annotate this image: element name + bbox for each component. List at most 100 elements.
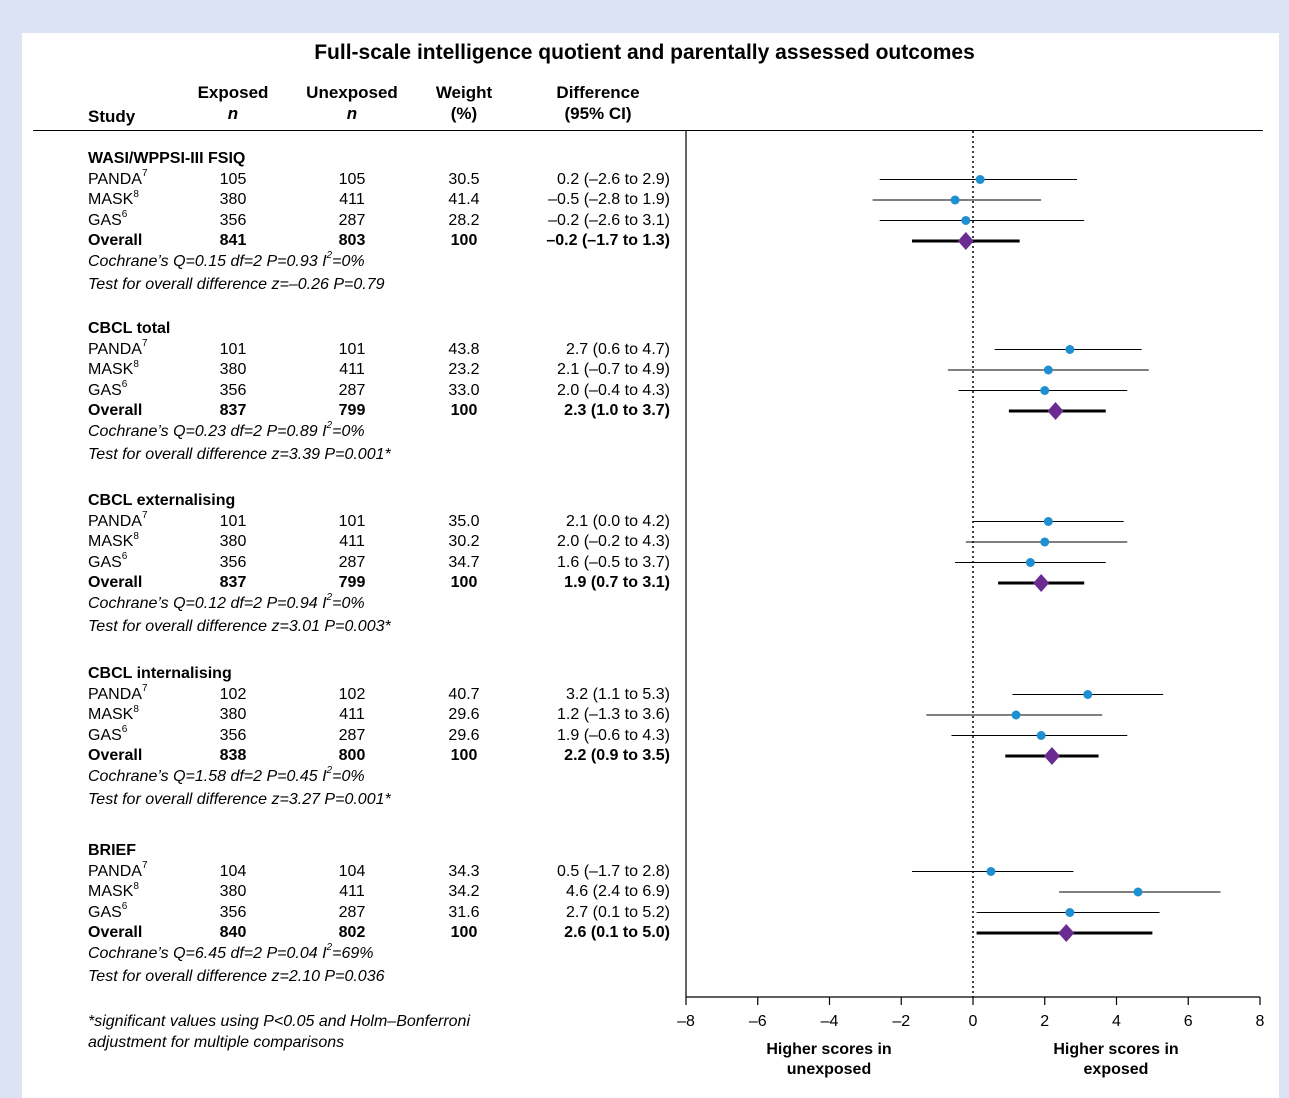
weight-value: 100	[450, 574, 478, 591]
heterogeneity-text: Cochrane’s Q=6.45 df=2 P=0.04 I2=69%	[88, 943, 374, 964]
study-point	[961, 216, 971, 225]
section-heading: CBCL total	[88, 320, 171, 337]
difference-ci: 2.1 (0.0 to 4.2)	[565, 512, 670, 530]
study-point	[1025, 558, 1035, 567]
header-study: Study	[88, 107, 136, 126]
unexposed-n: 800	[338, 747, 366, 764]
heterogeneity-stats: Cochrane’s Q=0.23 df=2 P=0.89 I	[88, 422, 327, 440]
i-squared-superscript: 2	[326, 592, 333, 604]
figure-panel	[22, 33, 1279, 1098]
overall-test-text: Test for overall difference z=2.10 P=0.0…	[88, 968, 385, 985]
study-name: MASK8	[88, 704, 139, 725]
header-weight: Weight (%)	[435, 83, 493, 123]
overall-label: Overall	[88, 747, 143, 764]
exposed-n: 356	[219, 381, 247, 399]
difference-ci: 2.6 (0.1 to 5.0)	[564, 924, 670, 941]
x-tick-label: 2	[1040, 1013, 1049, 1030]
difference-ci: 2.2 (0.9 to 3.5)	[564, 747, 670, 764]
study-point	[1043, 365, 1053, 375]
reference-number: 8	[133, 530, 139, 542]
weight-value: 100	[450, 232, 478, 249]
difference-ci: 2.3 (1.0 to 3.7)	[564, 402, 670, 419]
weight-value: 30.2	[448, 533, 480, 550]
study-point	[1036, 731, 1046, 740]
overall-diamond	[1047, 402, 1064, 420]
unexposed-n: 411	[339, 191, 365, 208]
difference-ci: 0.2 (–2.6 to 2.9)	[557, 170, 670, 188]
overall-label: Overall	[88, 402, 143, 419]
weight-value: 34.7	[448, 553, 480, 571]
exposed-n: 380	[219, 706, 247, 723]
x-tick-label: –8	[677, 1013, 695, 1030]
reference-number: 6	[121, 379, 128, 391]
x-tick-label: 4	[1112, 1013, 1121, 1030]
i-squared-value: =69%	[332, 944, 374, 962]
weight-value: 100	[450, 402, 478, 419]
study-label: GAS	[88, 903, 122, 921]
i-squared-value: =0%	[332, 252, 365, 270]
overall-test-text: Test for overall difference z=3.39 P=0.0…	[88, 446, 391, 463]
reference-number: 6	[121, 724, 128, 736]
unexposed-n: 287	[338, 381, 366, 399]
x-tick-label: 0	[969, 1013, 978, 1030]
exposed-n: 104	[219, 862, 247, 880]
weight-value: 40.7	[448, 685, 480, 703]
unexposed-n: 799	[338, 402, 366, 419]
difference-ci: 0.5 (–1.7 to 2.8)	[557, 862, 670, 880]
x-tick-label: –6	[749, 1013, 767, 1030]
exposed-n: 356	[219, 211, 247, 229]
weight-value: 31.6	[448, 903, 480, 921]
study-label: MASK	[88, 361, 134, 378]
i-squared-superscript: 2	[326, 250, 333, 262]
study-label: PANDA	[88, 862, 142, 880]
chart-title: Full-scale intelligence quotient and par…	[314, 41, 975, 64]
study-point	[986, 867, 996, 876]
weight-value: 100	[450, 747, 478, 764]
study-point	[1011, 710, 1021, 720]
exposed-n: 356	[219, 726, 247, 744]
header-rule	[33, 130, 1263, 131]
section-heading: CBCL externalising	[88, 492, 236, 509]
reference-number: 6	[121, 901, 128, 913]
i-squared-value: =0%	[332, 594, 365, 612]
weight-value: 29.6	[448, 726, 480, 744]
study-name: PANDA7	[88, 684, 148, 705]
section-heading: BRIEF	[88, 842, 136, 859]
overall-label: Overall	[88, 232, 143, 249]
header-difference: Difference (95% CI)	[556, 83, 640, 123]
exposed-n: 380	[219, 533, 247, 550]
axis-label-left: Higher scores in unexposed	[766, 1041, 892, 1078]
study-label: MASK	[88, 706, 134, 723]
heterogeneity-stats: Cochrane’s Q=1.58 df=2 P=0.45 I	[88, 767, 327, 785]
difference-ci: 2.1 (–0.7 to 4.9)	[557, 361, 670, 378]
x-tick-label: 8	[1256, 1013, 1265, 1030]
exposed-n: 101	[219, 512, 247, 530]
overall-test-text: Test for overall difference z=3.27 P=0.0…	[88, 791, 391, 808]
reference-number: 7	[141, 338, 148, 350]
x-tick-label: –2	[892, 1013, 910, 1030]
axis-label-right: Higher scores in exposed	[1053, 1041, 1179, 1078]
weight-value: 35.0	[448, 512, 480, 530]
study-label: MASK	[88, 883, 134, 900]
section-heading: WASI/WPPSI-III FSIQ	[88, 150, 246, 167]
difference-ci: 1.2 (–1.3 to 3.6)	[557, 706, 670, 723]
study-name: MASK8	[88, 359, 139, 380]
i-squared-value: =0%	[332, 422, 365, 440]
heterogeneity-stats: Cochrane’s Q=0.12 df=2 P=0.94 I	[88, 594, 327, 612]
study-name: MASK8	[88, 530, 139, 552]
overall-diamond	[957, 232, 974, 250]
footnote-line-2: adjustment for multiple comparisons	[88, 1034, 345, 1051]
weight-value: 34.3	[448, 862, 480, 880]
study-name: PANDA7	[88, 338, 148, 360]
reference-number: 8	[133, 880, 139, 892]
study-name: MASK8	[88, 880, 139, 902]
difference-ci: 2.0 (–0.2 to 4.3)	[557, 533, 670, 550]
difference-ci: 1.6 (–0.5 to 3.7)	[557, 553, 670, 571]
difference-ci: –0.2 (–1.7 to 1.3)	[546, 232, 670, 249]
unexposed-n: 287	[338, 211, 366, 229]
exposed-n: 101	[219, 340, 247, 358]
overall-diamond	[1033, 574, 1050, 592]
heterogeneity-stats: Cochrane’s Q=0.15 df=2 P=0.93 I	[88, 252, 327, 270]
i-squared-value: =0%	[332, 767, 365, 785]
